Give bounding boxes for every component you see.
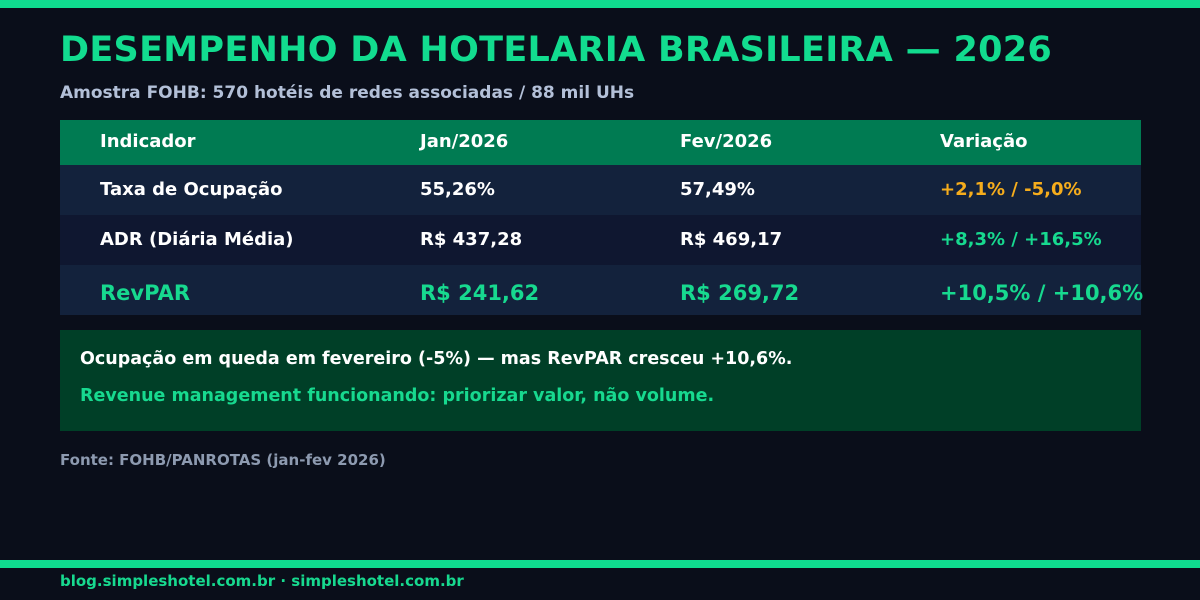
bottom-bar <box>0 560 1200 568</box>
note-box: Ocupação em queda em fevereiro (-5%) — m… <box>60 330 1141 431</box>
table-cell: 57,49% <box>680 179 755 200</box>
table-cell: 55,26% <box>420 179 495 200</box>
source: Fonte: FOHB/PANROTAS (jan-fev 2026) <box>60 451 386 469</box>
table-cell: R$ 269,72 <box>680 281 800 305</box>
column-header: Fev/2026 <box>680 131 773 152</box>
table-row: Taxa de Ocupação 55,26% 57,49% +2,1% / -5,0… <box>60 165 1141 215</box>
table-cell: +8,3% / +16,5% <box>940 229 1102 250</box>
column-header: Indicador <box>100 131 196 152</box>
note-line: Ocupação em queda em fevereiro (-5%) — m… <box>80 349 793 369</box>
table: Indicador Jan/2026 Fev/2026 Variação Taxa de… <box>60 120 1143 315</box>
table-cell: R$ 469,17 <box>680 229 783 250</box>
table-row: RevPAR R$ 241,62 R$ 269,72 +10,5% / +10,6% <box>60 265 1143 315</box>
title: DESEMPENHO DA HOTELARIA BRASILEIRA — 202… <box>60 30 1053 70</box>
column-header: Variação <box>940 131 1028 152</box>
top-bar <box>0 0 1200 8</box>
table-cell: R$ 437,28 <box>420 229 523 250</box>
note-line: Revenue management funcionando: prioriza… <box>80 386 715 406</box>
table-cell: RevPAR <box>100 281 190 305</box>
footer-links: blog.simpleshotel.com.br · simpleshotel.… <box>60 572 464 590</box>
table-cell: ADR (Diária Média) <box>100 229 294 250</box>
table-cell: R$ 241,62 <box>420 281 540 305</box>
column-header: Jan/2026 <box>420 131 509 152</box>
subtitle: Amostra FOHB: 570 hotéis de redes associ… <box>60 83 635 103</box>
table-cell: +10,5% / +10,6% <box>940 281 1144 305</box>
table-cell: +2,1% / -5,0% <box>940 179 1082 200</box>
table-cell: Taxa de Ocupação <box>100 179 283 200</box>
table-row: ADR (Diária Média) R$ 437,28 R$ 469,17 +8,3… <box>60 215 1141 265</box>
header-row: Indicador Jan/2026 Fev/2026 Variação <box>60 120 1141 165</box>
